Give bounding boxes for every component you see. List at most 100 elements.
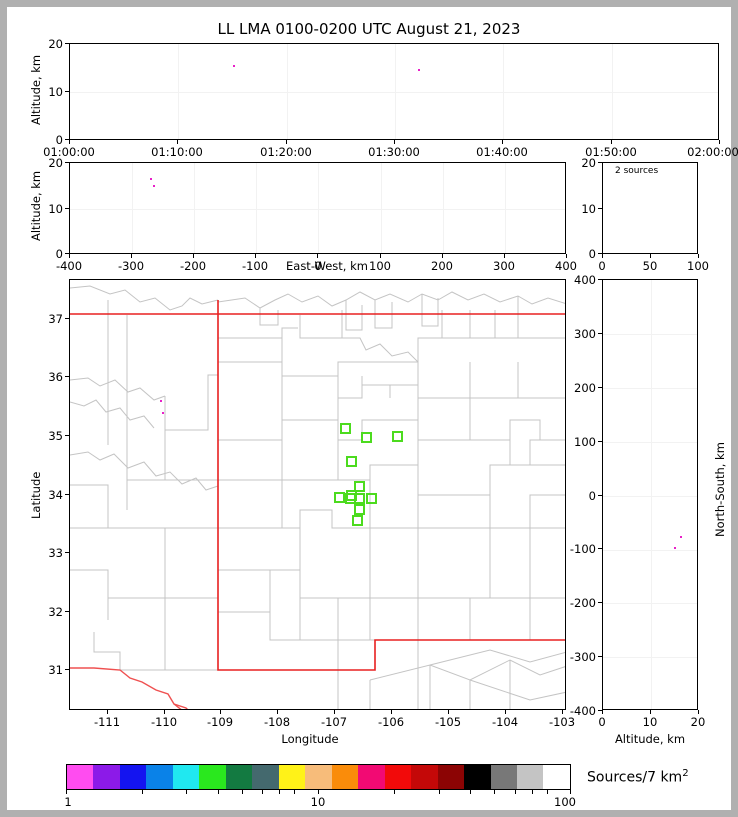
tick-label: -300 <box>569 650 596 664</box>
tick-label: 02:00:00 <box>687 145 738 159</box>
tick-label: -105 <box>434 715 462 729</box>
tick-label: -100 <box>569 542 596 556</box>
tick-label: -109 <box>206 715 234 729</box>
colorbar-swatch-13 <box>411 765 438 789</box>
source-point <box>233 65 235 67</box>
tick-label: 0 <box>598 259 606 273</box>
tick-label: -200 <box>179 259 207 273</box>
tick-label: 32 <box>48 605 63 619</box>
colorbar-swatch-11 <box>358 765 385 789</box>
source-point <box>418 69 420 71</box>
altitude-histogram-panel[interactable]: 2 sources <box>602 162 698 254</box>
map-boundaries <box>70 285 565 709</box>
colorbar[interactable] <box>66 764 571 790</box>
tick-label: -400 <box>55 259 83 273</box>
tick-label: 20 <box>581 156 596 170</box>
tick-label: -106 <box>377 715 405 729</box>
tick-label: 01:40:00 <box>476 145 528 159</box>
tick-label: 200 <box>431 259 453 273</box>
colorbar-swatch-16 <box>490 765 517 789</box>
tick-label: 10 <box>581 202 596 216</box>
time-height-panel[interactable] <box>69 43 719 140</box>
colorbar-swatch-4 <box>172 765 200 789</box>
tick-label: 400 <box>574 273 596 287</box>
source-point <box>150 178 152 180</box>
tick-label: 01:30:00 <box>368 145 420 159</box>
colorbar-swatch-0 <box>67 765 94 789</box>
tick-label: -108 <box>263 715 291 729</box>
tick-label: 10 <box>48 202 63 216</box>
new-mexico-border <box>217 300 565 671</box>
colorbar-swatch-15 <box>464 765 491 789</box>
tick-label: -300 <box>117 259 145 273</box>
axis-label-north-south: North-South, km <box>713 442 727 537</box>
axis-label-altitude: Altitude, km <box>29 54 43 125</box>
tick-label: 10 <box>48 85 63 99</box>
source-point <box>153 185 155 187</box>
figure-canvas: LL LMA 0100-0200 UTC August 21, 2023 0 1… <box>7 7 738 810</box>
mexico-border <box>70 667 188 709</box>
tick-label: 400 <box>555 259 577 273</box>
tick-label: 34 <box>48 488 63 502</box>
colorbar-label-text: Sources/7 km <box>587 769 683 786</box>
tick-label: 0 <box>598 715 606 729</box>
source-points <box>160 400 164 414</box>
tick-label: 50 <box>642 259 658 273</box>
east-west-height-panel[interactable] <box>69 162 566 254</box>
source-point <box>674 547 676 549</box>
tick-label: 0 <box>588 247 596 261</box>
north-south-altitude-panel[interactable] <box>602 279 698 710</box>
axis-label-altitude-right: Altitude, km <box>614 732 686 746</box>
colorbar-swatch-9 <box>305 765 332 789</box>
tick-label: 36 <box>48 370 63 384</box>
colorbar-swatch-3 <box>146 765 173 789</box>
tick-label: 100 <box>687 259 709 273</box>
tick-label: -400 <box>569 704 596 718</box>
tick-label: -200 <box>569 596 596 610</box>
tick-label: 33 <box>48 546 63 560</box>
axis-label-latitude: Latitude <box>29 471 43 519</box>
axis-label-altitude: Altitude, km <box>29 170 43 241</box>
colorbar-swatch-7 <box>252 765 279 789</box>
colorbar-swatch-1 <box>93 765 120 789</box>
tick-label: 31 <box>48 663 63 677</box>
tick-label: 0 <box>55 247 63 261</box>
colorbar-swatch-12 <box>384 765 412 789</box>
tick-label: -107 <box>320 715 348 729</box>
lma-station-markers <box>334 423 403 526</box>
tick-label: 20 <box>690 715 706 729</box>
tick-label: -103 <box>548 715 576 729</box>
tick-label: 01:20:00 <box>260 145 312 159</box>
tick-label: 01:10:00 <box>151 145 203 159</box>
tick-label: 35 <box>48 429 63 443</box>
colorbar-swatch-18 <box>543 765 570 789</box>
tick-label: 37 <box>48 312 63 326</box>
colorbar-tick-mid: 10 <box>310 795 326 809</box>
tick-label: 0 <box>55 133 63 147</box>
colorbar-swatch-6 <box>225 765 253 789</box>
tick-label: -104 <box>491 715 519 729</box>
tick-label: -111 <box>93 715 121 729</box>
colorbar-label-exponent: 2 <box>682 768 689 779</box>
tick-label: 20 <box>48 156 63 170</box>
map-panel[interactable] <box>69 279 566 710</box>
colorbar-swatch-2 <box>119 765 147 789</box>
colorbar-swatch-10 <box>331 765 359 789</box>
tick-label: -100 <box>241 259 269 273</box>
colorbar-swatch-14 <box>437 765 465 789</box>
tick-label: 300 <box>574 327 596 341</box>
tick-label: 100 <box>369 259 391 273</box>
tick-label: 10 <box>642 715 658 729</box>
tick-label: 20 <box>48 37 63 51</box>
tick-label: 300 <box>493 259 515 273</box>
colorbar-tick-min: 1 <box>64 795 72 809</box>
page-title: LL LMA 0100-0200 UTC August 21, 2023 <box>217 20 521 38</box>
tick-label: 01:50:00 <box>585 145 637 159</box>
axis-label-longitude: Longitude <box>281 732 339 746</box>
colorbar-label: Sources/7 km2 <box>587 768 689 786</box>
colorbar-swatch-17 <box>516 765 544 789</box>
tick-label: 0 <box>314 259 322 273</box>
colorbar-swatch-8 <box>278 765 306 789</box>
tick-label: 100 <box>574 435 596 449</box>
colorbar-tick-max: 100 <box>554 795 576 809</box>
